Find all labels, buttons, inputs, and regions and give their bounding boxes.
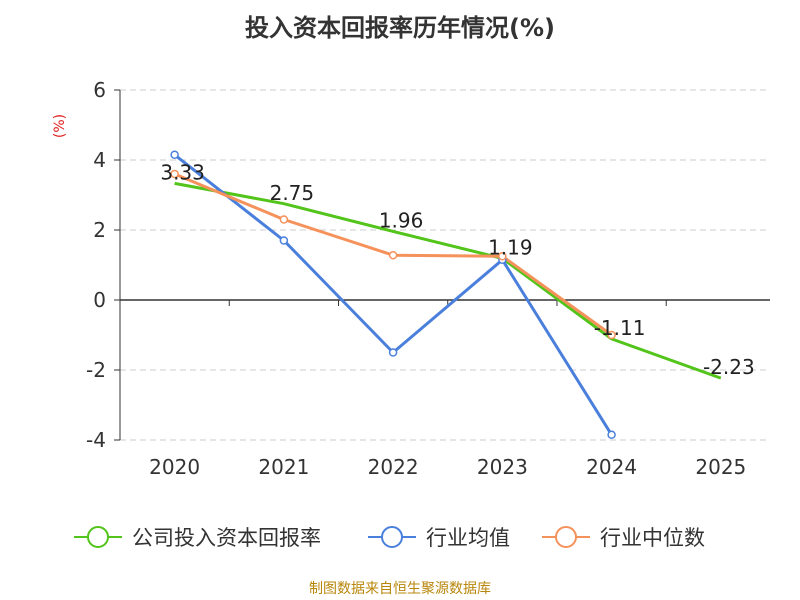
x-tick-label: 2021 [258,455,309,479]
data-label: 2.75 [270,181,315,205]
legend-swatch-marker [87,526,109,548]
legend-swatch-marker [381,526,403,548]
data-label: 3.33 [160,160,205,184]
x-tick-label: 2024 [586,455,637,479]
legend-item[interactable]: 行业中位数 [542,526,705,550]
legend-item[interactable]: 公司投入资本回报率 [74,526,321,550]
y-tick-label: -4 [86,428,106,452]
data-point [388,348,398,357]
y-axis-title: (%) [52,114,68,138]
data-point [170,150,179,159]
data-point [170,169,179,179]
data-label: -2.23 [703,355,755,379]
y-tick-label: 0 [93,288,106,312]
x-tick-label: 2022 [368,455,419,479]
y-tick-label: 2 [93,218,106,242]
legend-label: 行业均值 [426,526,510,550]
data-point [607,430,616,439]
data-point [279,215,289,224]
series-line-0 [174,181,722,380]
data-label: 1.96 [379,208,424,232]
source-note: 制图数据来自恒生聚源数据库 [309,581,491,597]
series-lines [170,150,722,439]
legend-swatch-marker [555,526,577,548]
legend[interactable]: 公司投入资本回报率 行业均值 行业中位数 [74,526,705,550]
legend-item[interactable]: 行业均值 [368,526,510,550]
legend-label: 行业中位数 [600,526,705,550]
data-labels: 3.33 2.75 1.96 1.19 -1.11 -2.23 [160,160,754,379]
data-point [279,236,289,245]
data-point [498,252,507,261]
data-label: -1.11 [594,316,646,340]
data-point [607,330,616,340]
grid-lines [120,89,770,441]
y-tick-label: 6 [93,78,106,102]
x-tick-label: 2025 [695,455,746,479]
axes: -4 -2 0 2 4 6 2020 2021 2022 2023 2024 2025 [86,78,770,479]
y-tick-label: 4 [93,148,106,172]
y-tick-label: -2 [86,358,106,382]
chart-title: 投入资本回报率历年情况(%) [245,14,555,42]
x-tick-label: 2020 [149,455,200,479]
data-point [388,250,398,260]
data-label: 1.19 [488,235,533,259]
legend-label: 公司投入资本回报率 [132,526,321,550]
x-tick-label: 2023 [477,455,528,479]
